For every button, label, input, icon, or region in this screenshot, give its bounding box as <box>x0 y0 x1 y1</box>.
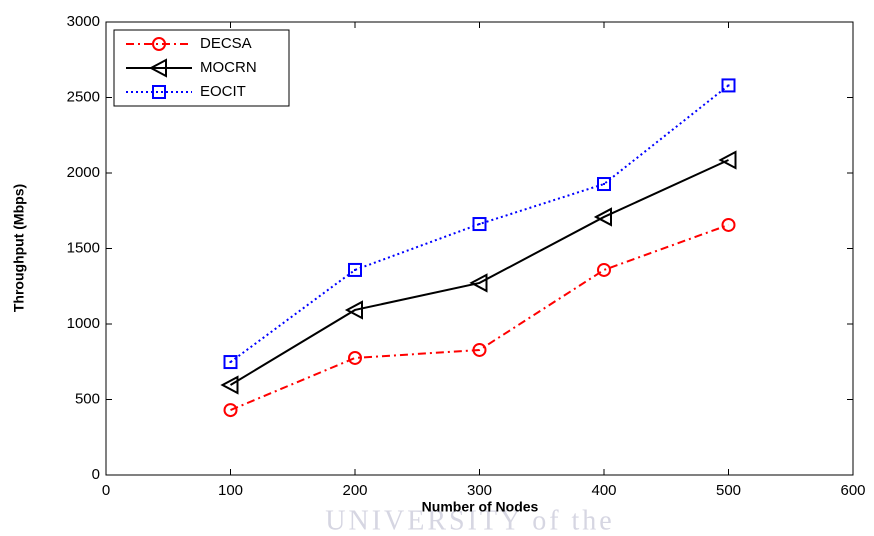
marker <box>223 355 238 370</box>
y-tick-label: 500 <box>75 390 100 407</box>
marker <box>721 78 736 93</box>
marker <box>469 273 488 293</box>
marker <box>344 300 363 320</box>
marker-dot <box>229 361 232 364</box>
legend-label: DECSA <box>200 35 252 52</box>
marker <box>472 217 487 232</box>
x-tick-label: 0 <box>102 482 110 499</box>
marker <box>348 262 362 277</box>
legend-label: EOCIT <box>200 83 246 100</box>
y-tick-label: 0 <box>92 466 100 483</box>
series-line <box>229 84 730 363</box>
x-tick-label: 100 <box>218 482 243 499</box>
x-axis-label: Number of Nodes <box>422 499 539 515</box>
marker <box>597 262 611 277</box>
x-tick-label: 500 <box>716 482 741 499</box>
marker <box>597 177 611 192</box>
marker <box>152 85 166 99</box>
y-tick-label: 1000 <box>67 315 100 332</box>
marker <box>148 58 167 78</box>
y-tick-label: 1500 <box>67 239 100 256</box>
marker-dot <box>354 268 356 271</box>
marker <box>152 37 166 51</box>
watermark: UNIVERSITY of the <box>325 505 614 536</box>
series-line <box>230 224 729 411</box>
x-tick-label: 300 <box>467 482 492 499</box>
marker <box>593 207 612 227</box>
series-line <box>229 159 729 386</box>
marker-dot <box>727 84 730 87</box>
y-tick-label: 3000 <box>67 13 100 30</box>
y-tick-label: 2500 <box>67 88 100 105</box>
marker <box>220 375 239 395</box>
x-tick-label: 200 <box>342 482 367 499</box>
marker-dot <box>603 183 605 186</box>
x-tick-label: 600 <box>840 482 865 499</box>
legend-label: MOCRN <box>200 59 257 76</box>
y-axis-label: Throughput (Mbps) <box>11 184 27 312</box>
marker <box>472 342 487 357</box>
marker <box>721 217 736 232</box>
marker <box>718 150 737 170</box>
marker-dot <box>478 223 481 226</box>
marker <box>223 403 238 418</box>
y-tick-label: 2000 <box>67 164 100 181</box>
x-tick-label: 400 <box>591 482 616 499</box>
marker <box>348 350 362 365</box>
